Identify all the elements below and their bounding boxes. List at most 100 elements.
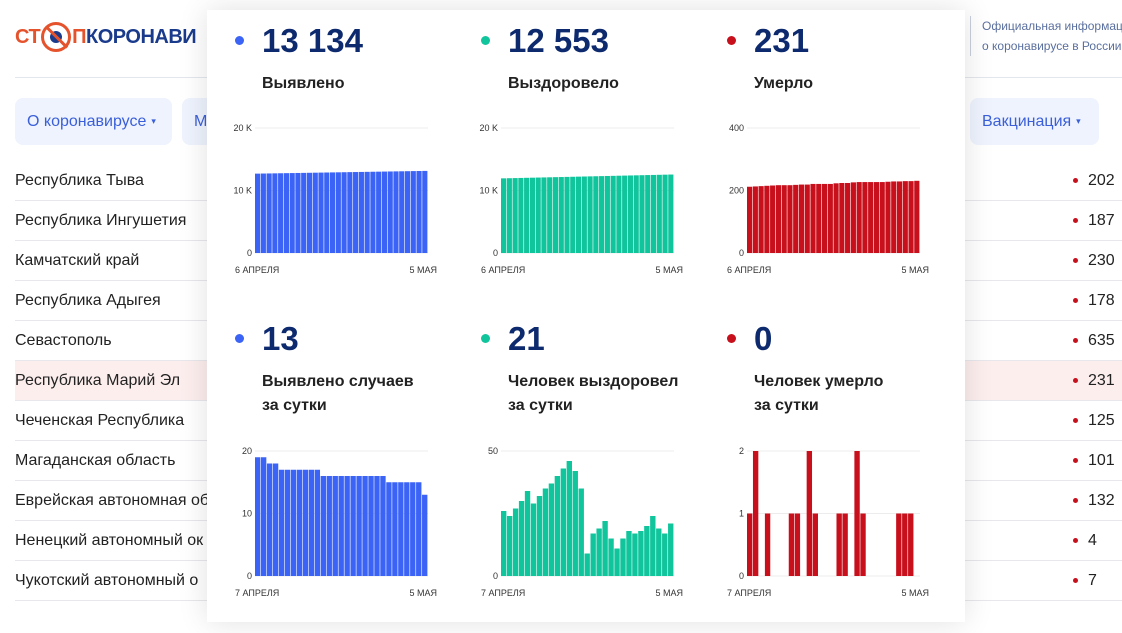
chart-bar[interactable] — [260, 457, 267, 576]
chart-bar[interactable] — [873, 182, 880, 253]
chart-bar[interactable] — [398, 482, 404, 576]
official-info-link[interactable]: Официальная информац о коронавирусе в Ро… — [970, 16, 1122, 56]
chart-bar[interactable] — [332, 476, 338, 576]
chart-bar[interactable] — [804, 184, 810, 253]
chart-bar[interactable] — [816, 183, 822, 253]
chart-bar[interactable] — [387, 171, 393, 253]
chart-bar[interactable] — [821, 183, 828, 253]
chart-bar[interactable] — [747, 513, 753, 577]
chart-bar[interactable] — [524, 177, 530, 253]
chart-bar[interactable] — [798, 184, 805, 253]
chart-bar[interactable] — [536, 496, 543, 576]
chart-bar[interactable] — [850, 182, 856, 253]
chart-bar[interactable] — [810, 183, 816, 253]
chart-bar[interactable] — [839, 183, 845, 253]
chart-bar[interactable] — [289, 173, 295, 253]
stopcoronavirus-logo[interactable]: СТ П КОРОНАВИ — [15, 22, 197, 52]
chart-bar[interactable] — [564, 176, 570, 253]
chart-bar[interactable] — [645, 175, 651, 253]
chart-bar[interactable] — [410, 482, 416, 576]
chart-bar[interactable] — [416, 482, 422, 576]
chart-bar[interactable] — [353, 172, 359, 253]
chart-bar[interactable] — [639, 175, 645, 253]
chart-bar[interactable] — [770, 185, 776, 254]
chart-bar[interactable] — [542, 488, 549, 577]
chart-bar[interactable] — [572, 471, 578, 576]
chart-bar[interactable] — [314, 469, 321, 576]
chart-bar[interactable] — [512, 178, 518, 253]
chart-bar[interactable] — [812, 513, 818, 577]
chart-bar[interactable] — [381, 171, 388, 253]
chart-bar[interactable] — [806, 451, 813, 576]
chart-bar[interactable] — [552, 177, 559, 253]
chart-bar[interactable] — [560, 468, 567, 577]
chart-bar[interactable] — [845, 183, 851, 253]
chart-bar[interactable] — [787, 185, 793, 253]
chart-bar[interactable] — [590, 533, 596, 577]
chart-bar[interactable] — [788, 513, 795, 577]
chart-bar[interactable] — [827, 183, 833, 253]
chart-bar[interactable] — [616, 175, 622, 253]
chart-bar[interactable] — [632, 533, 638, 577]
chart-bar[interactable] — [793, 184, 799, 253]
chart-bar[interactable] — [908, 513, 914, 577]
chart-bar[interactable] — [638, 531, 644, 576]
chart-bar[interactable] — [386, 482, 392, 576]
chart-bar[interactable] — [320, 476, 326, 576]
chart-bar[interactable] — [584, 553, 590, 577]
nav-about-coronavirus[interactable]: О коронавирусе ▾ — [15, 98, 172, 145]
chart-bar[interactable] — [392, 482, 398, 576]
chart-bar[interactable] — [376, 171, 382, 253]
chart-bar[interactable] — [902, 181, 908, 253]
chart-bar[interactable] — [329, 172, 336, 253]
chart-bar[interactable] — [284, 469, 291, 576]
chart-bar[interactable] — [752, 451, 759, 576]
chart-bar[interactable] — [891, 181, 897, 253]
chart-bar[interactable] — [535, 177, 541, 253]
chart-bar[interactable] — [529, 177, 535, 253]
chart-bar[interactable] — [308, 469, 315, 576]
chart-bar[interactable] — [604, 175, 610, 253]
chart-bar[interactable] — [368, 476, 374, 576]
chart-bar[interactable] — [626, 531, 632, 576]
chart-bar[interactable] — [278, 173, 284, 253]
chart-bar[interactable] — [302, 469, 309, 576]
chart-bar[interactable] — [296, 469, 303, 576]
chart-bar[interactable] — [501, 178, 507, 253]
chart-bar[interactable] — [593, 176, 599, 253]
chart-bar[interactable] — [255, 457, 261, 576]
chart-bar[interactable] — [644, 526, 650, 576]
chart-bar[interactable] — [662, 174, 668, 253]
chart-bar[interactable] — [266, 173, 272, 253]
chart-bar[interactable] — [650, 516, 656, 576]
chart-bar[interactable] — [350, 476, 356, 576]
chart-bar[interactable] — [547, 177, 553, 253]
chart-bar[interactable] — [422, 494, 428, 576]
chart-bar[interactable] — [416, 171, 422, 253]
chart-bar[interactable] — [860, 513, 866, 577]
chart-bar[interactable] — [506, 516, 513, 576]
chart-bar[interactable] — [758, 186, 764, 253]
chart-bar[interactable] — [854, 451, 860, 576]
chart-bar[interactable] — [335, 172, 341, 253]
chart-bar[interactable] — [404, 482, 410, 576]
chart-bar[interactable] — [295, 172, 301, 253]
chart-bar[interactable] — [633, 175, 639, 253]
chart-bar[interactable] — [570, 176, 576, 253]
chart-bar[interactable] — [255, 173, 261, 253]
chart-bar[interactable] — [896, 513, 902, 577]
chart-bar[interactable] — [364, 171, 370, 253]
chart-bar[interactable] — [566, 461, 572, 576]
chart-bar[interactable] — [596, 528, 602, 577]
chart-bar[interactable] — [581, 176, 587, 253]
chart-bar[interactable] — [399, 171, 405, 253]
chart-bar[interactable] — [422, 170, 428, 253]
chart-bar[interactable] — [380, 476, 386, 576]
chart-bar[interactable] — [656, 174, 662, 253]
chart-bar[interactable] — [833, 183, 839, 253]
chart-bar[interactable] — [627, 175, 634, 253]
chart-bar[interactable] — [393, 171, 399, 253]
chart-bar[interactable] — [312, 172, 318, 253]
chart-bar[interactable] — [344, 476, 350, 576]
chart-bar[interactable] — [506, 178, 512, 253]
